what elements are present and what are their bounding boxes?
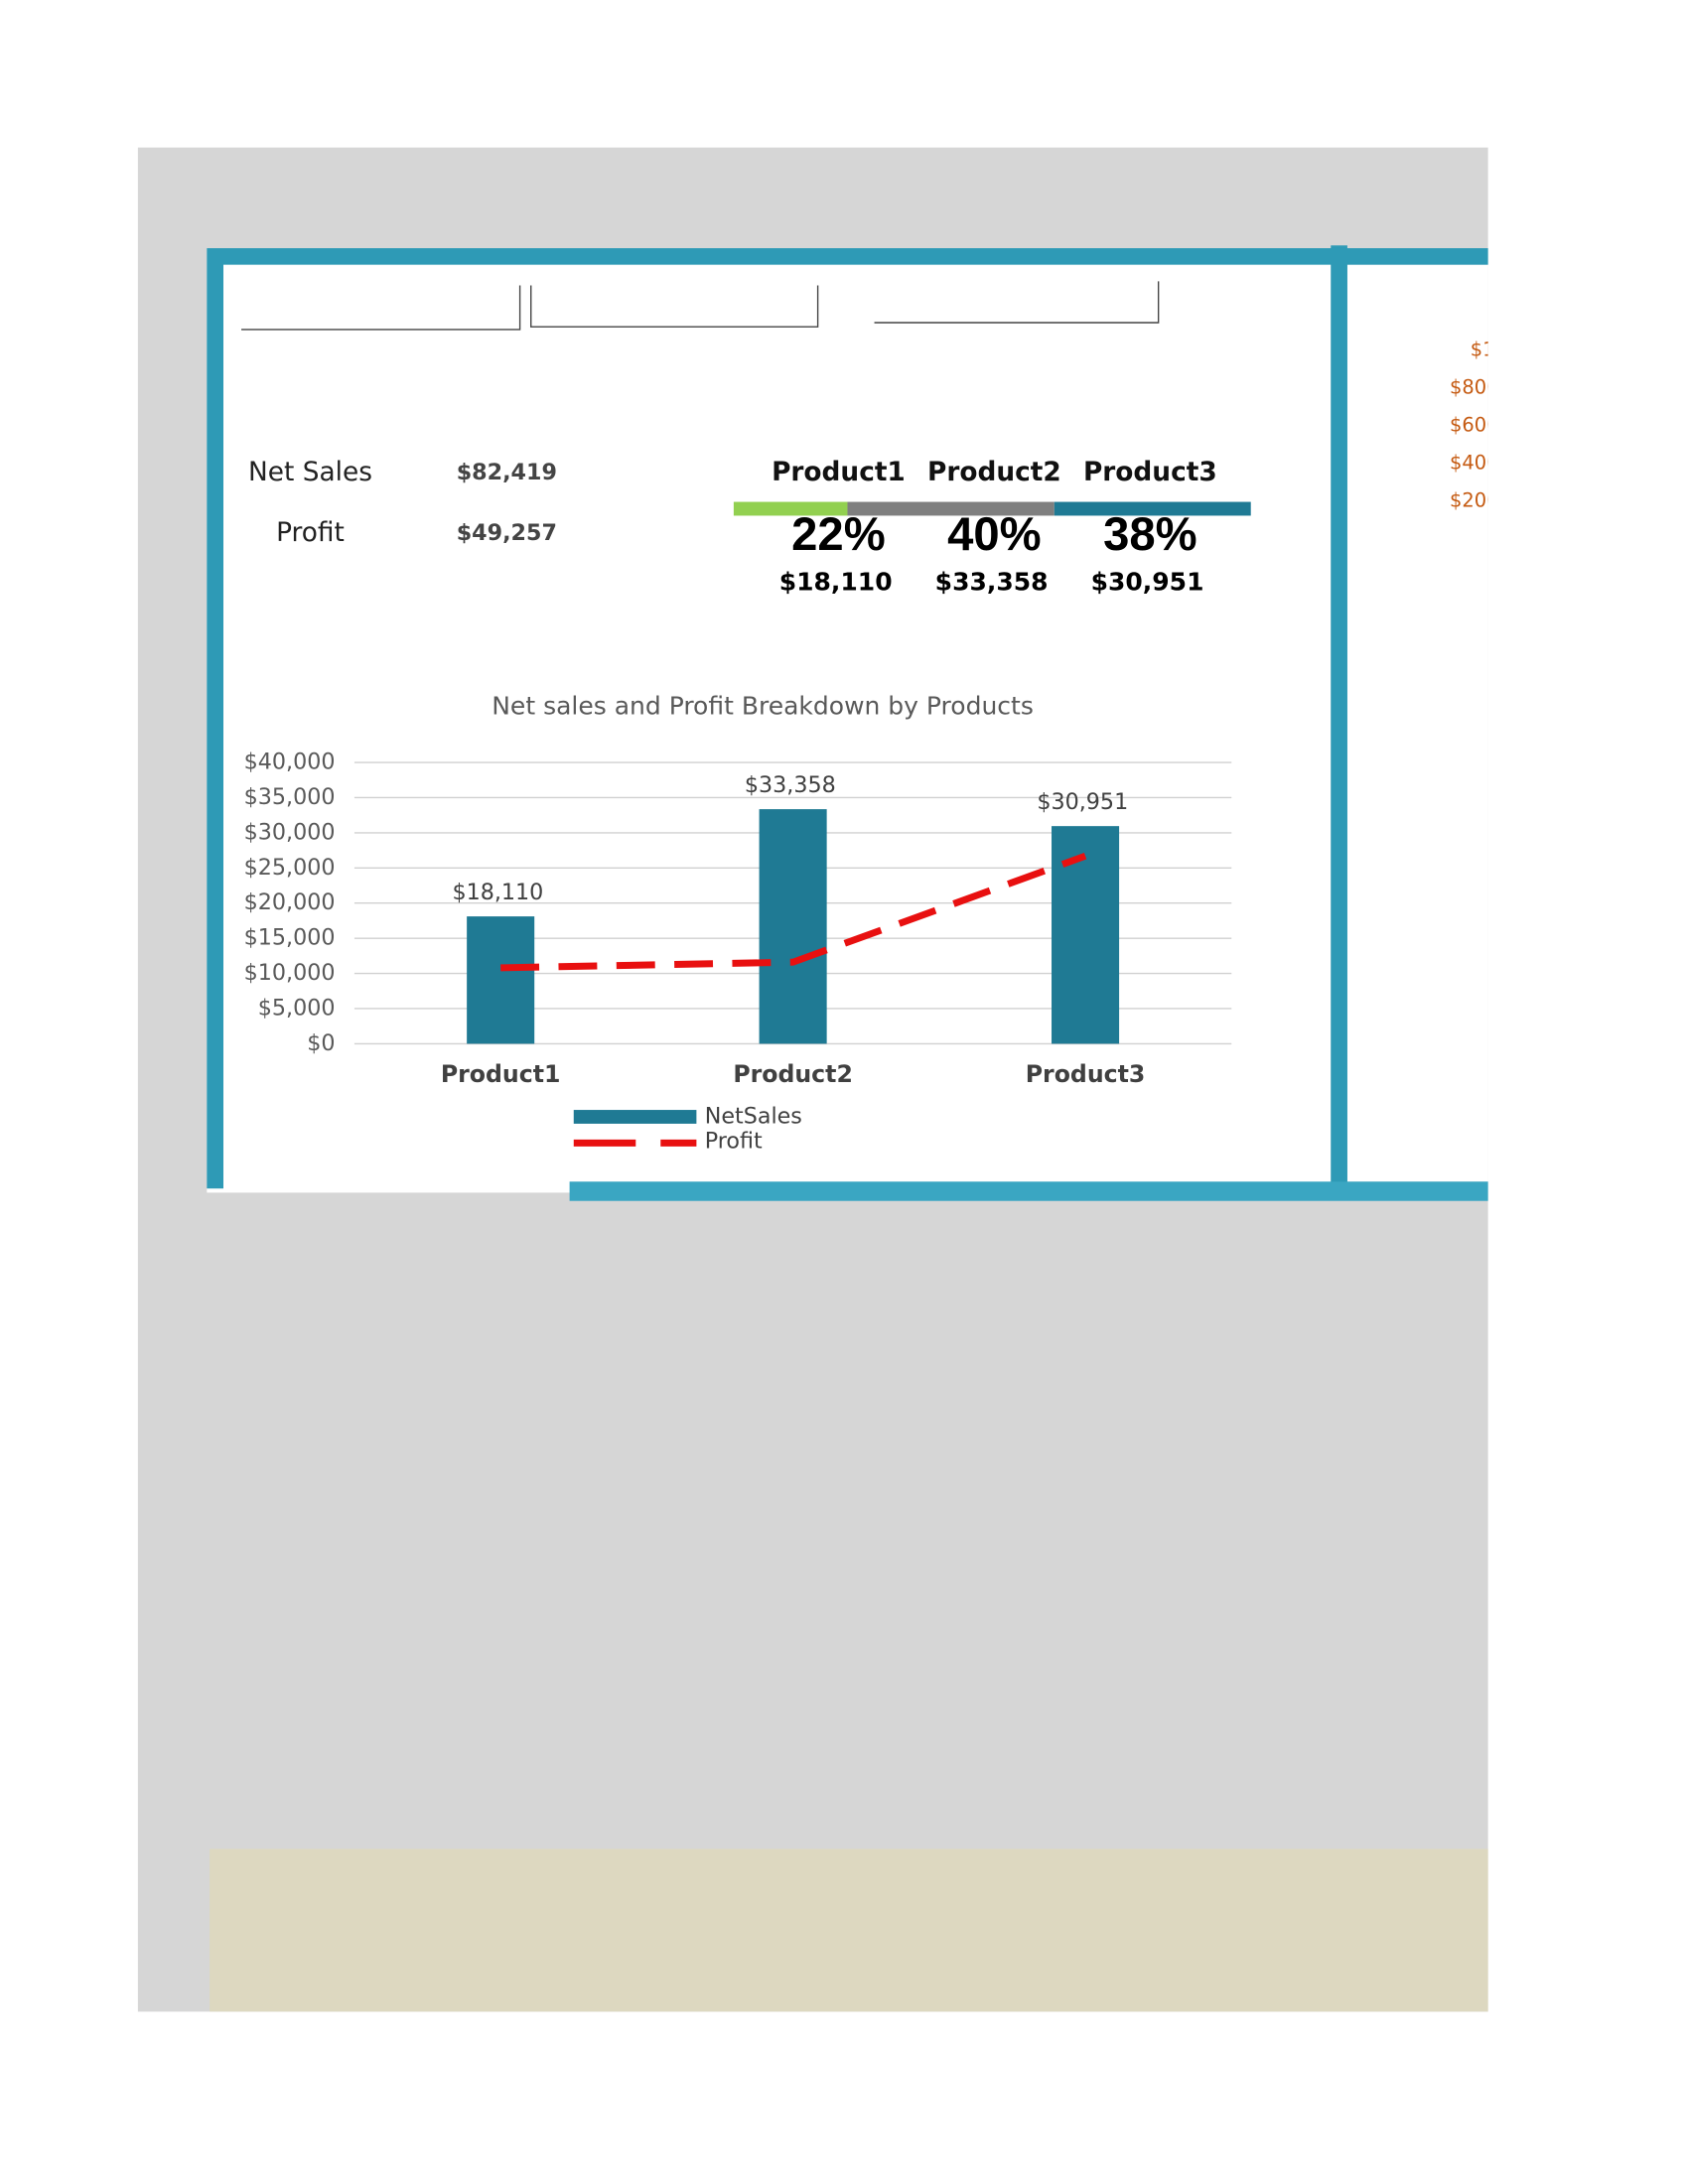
side-panel <box>1346 264 1488 1182</box>
side-axis-label: $0 <box>1486 527 1511 550</box>
frame-top <box>210 248 1488 265</box>
side-axis: $1M $800K $600K $400K $200K $0 <box>1450 338 1512 550</box>
y-tick-label: $5,000 <box>258 995 336 1021</box>
legend-swatch <box>573 1110 697 1124</box>
share-segment <box>847 501 1055 516</box>
x-tick-label: Product2 <box>733 1060 853 1088</box>
box <box>530 285 819 328</box>
product-name: Product2 <box>927 458 1061 487</box>
box <box>874 281 1160 324</box>
footer-band <box>210 1848 1488 2012</box>
data-label: $18,110 <box>452 880 543 905</box>
panel <box>207 248 1332 1193</box>
frame-left <box>207 248 223 1189</box>
share-label: 22% <box>791 508 886 561</box>
product-amount: $30,951 <box>1091 568 1204 597</box>
kpi-label: Net Sales <box>248 458 372 487</box>
side-axis-label: $600K <box>1450 413 1512 436</box>
kpi-value: $49,257 <box>457 520 557 546</box>
chart-title: Net sales and Profit Breakdown by Produc… <box>492 692 1034 721</box>
y-tick-label: $35,000 <box>244 784 336 810</box>
kpi-value: $82,419 <box>457 460 557 485</box>
product-name: Product3 <box>1083 458 1217 487</box>
x-tick-label: Product3 <box>1026 1060 1146 1088</box>
product-name: Product1 <box>772 458 906 487</box>
legend-label: NetSales <box>705 1104 802 1130</box>
y-tick-label: $15,000 <box>244 925 336 951</box>
x-tick-label: Product1 <box>441 1060 561 1088</box>
side-axis-label: $400K <box>1450 451 1512 474</box>
side-axis-label: $800K <box>1450 375 1512 398</box>
data-label: $33,358 <box>745 772 836 798</box>
side-axis-label: $1M <box>1471 338 1512 360</box>
box <box>241 285 521 331</box>
share-segment <box>733 501 848 516</box>
legend-label: Profit <box>705 1129 763 1155</box>
share-label: 38% <box>1103 508 1197 561</box>
y-tick-label: $20,000 <box>244 889 336 915</box>
y-tick-label: $10,000 <box>244 960 336 986</box>
side-axis-label: $200K <box>1450 489 1512 512</box>
frame-bottom <box>569 1181 1488 1201</box>
y-tick-label: $25,000 <box>244 855 336 881</box>
y-tick-label: $40,000 <box>244 750 336 775</box>
line <box>500 853 1087 972</box>
bar <box>759 809 827 1044</box>
product-amount: $18,110 <box>779 568 893 597</box>
kpi-label: Profit <box>276 518 345 548</box>
empty-boxes <box>241 281 1160 331</box>
share-label: 40% <box>947 508 1042 561</box>
bar <box>467 916 535 1044</box>
y-tick-label: $30,000 <box>244 819 336 845</box>
data-label: $30,951 <box>1037 789 1128 815</box>
frame-divider <box>1331 245 1347 1186</box>
product-amount: $33,358 <box>935 568 1049 597</box>
y-tick-label: $0 <box>307 1030 335 1056</box>
share-segment <box>1054 501 1251 516</box>
